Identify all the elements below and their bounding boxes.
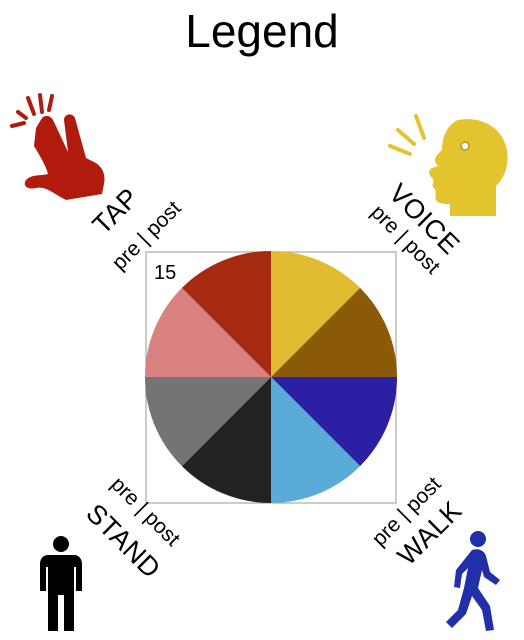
wedge-tap-pre (145, 287, 271, 377)
scale-value-label: 15 (154, 262, 177, 284)
wedge-walk-pre (271, 377, 397, 467)
speaking-head-icon (388, 114, 508, 216)
wedge-voice-pre (271, 251, 361, 377)
wedge-stand-pre (181, 377, 271, 503)
tap-hand-icon (10, 93, 105, 200)
legend-pie (145, 250, 397, 503)
legend-title: Legend (185, 5, 339, 57)
standing-person-icon (40, 536, 82, 631)
walking-person-icon (446, 531, 500, 631)
wedge-walk-post (271, 377, 361, 503)
wedge-voice-post (271, 287, 397, 377)
wedge-tap-post (181, 250, 271, 377)
wedge-stand-post (145, 377, 271, 467)
